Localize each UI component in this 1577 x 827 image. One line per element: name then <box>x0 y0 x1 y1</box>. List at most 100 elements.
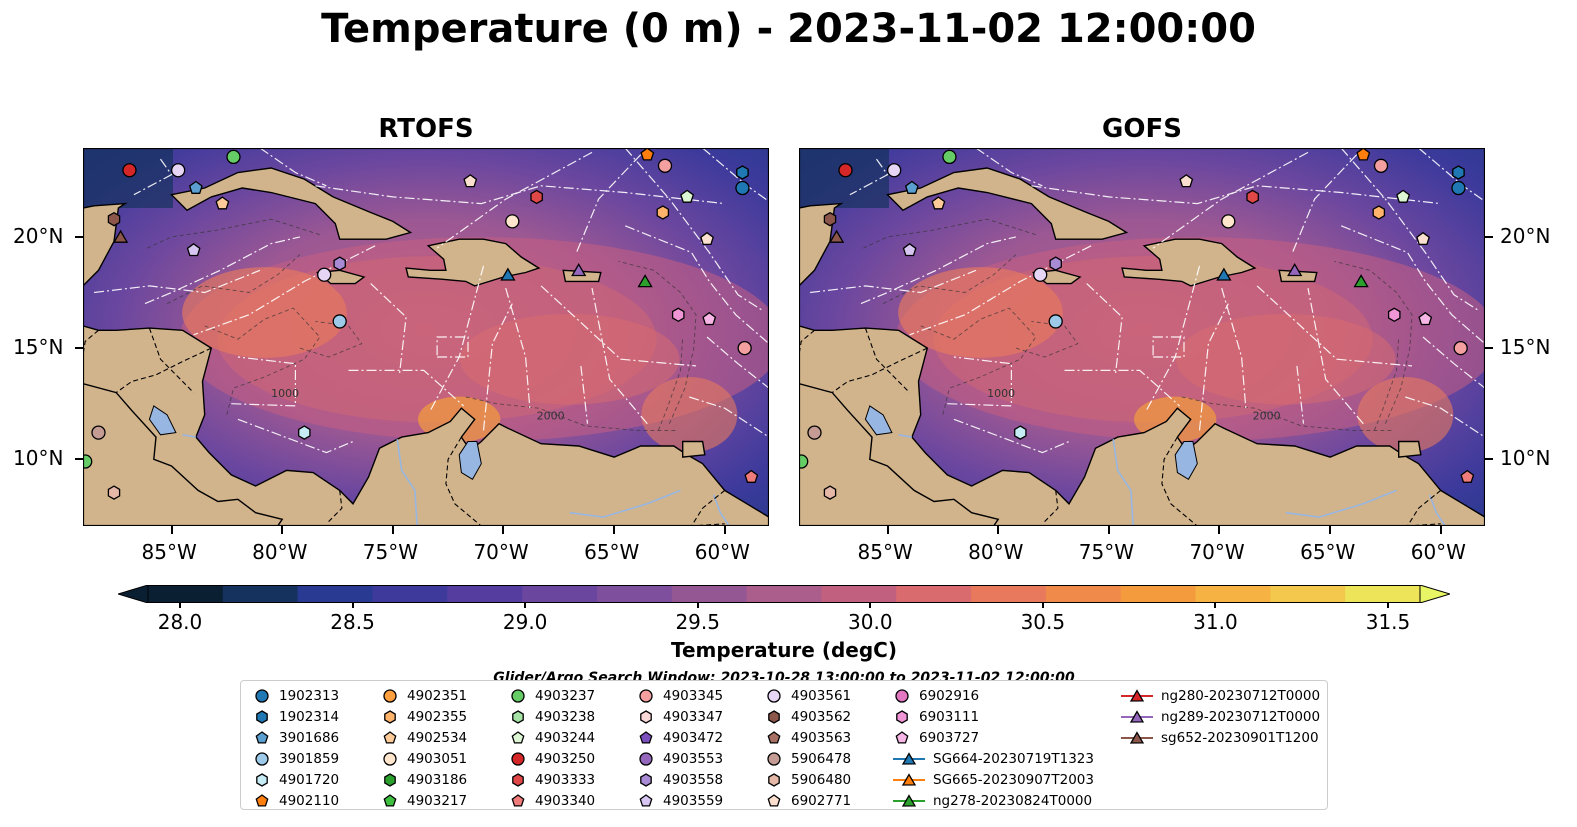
bathymetry-contour <box>920 307 1037 415</box>
eez-boundary <box>580 365 589 424</box>
eez-boundary <box>1145 265 1201 411</box>
lake <box>1174 441 1198 480</box>
legend-marker-shape <box>640 709 652 724</box>
legend-marker-shape <box>512 709 524 724</box>
river <box>1428 494 1446 526</box>
float-marker-1902313 <box>735 180 750 196</box>
legend-marker-icon <box>767 751 781 766</box>
legend-item: 4903186 <box>379 769 467 790</box>
bathymetry-contour <box>1181 396 1393 431</box>
land-mass <box>170 167 413 240</box>
legend-item: 4903561 <box>763 685 851 706</box>
legend-label: 1902313 <box>279 687 340 704</box>
legend-label: 4903558 <box>663 771 724 788</box>
float-marker-4902110 <box>1356 148 1371 161</box>
river <box>712 494 730 526</box>
legend-label: 4901720 <box>279 771 340 788</box>
float-marker-sg652-20230901T1200 <box>112 229 129 243</box>
legend-marker-shape <box>640 772 652 787</box>
legend-label: 4903340 <box>535 792 596 809</box>
x-tick-mark <box>502 526 505 534</box>
land-mass <box>682 440 706 458</box>
legend-label: 4902534 <box>407 729 468 746</box>
legend-label: 4903051 <box>407 750 468 767</box>
legend-label: 4902355 <box>407 708 468 725</box>
x-tick-mark <box>391 526 394 534</box>
float-marker-4902534 <box>215 196 230 210</box>
legend-label: 4903244 <box>535 729 596 746</box>
legend-label: 5906478 <box>791 750 852 767</box>
float-marker-ng289-20230712T0000 <box>1287 263 1303 277</box>
eez-boundary <box>1340 148 1479 311</box>
float-marker-4903340 <box>744 469 759 483</box>
x-tick-label: 65°W <box>1300 540 1356 564</box>
legend-marker-icon <box>768 772 780 787</box>
legend-marker-shape <box>384 709 396 724</box>
colorbar-tick-label: 28.0 <box>157 610 203 634</box>
figure-title: Temperature (0 m) - 2023-11-02 12:00:00 <box>321 6 1256 52</box>
legend-marker-icon <box>639 751 653 766</box>
legend-label: 6902771 <box>791 792 852 809</box>
map-frame <box>83 148 769 526</box>
legend-label: sg652-20230901T1200 <box>1161 729 1319 746</box>
legend-item: ng289-20230712T0000 <box>1119 706 1320 727</box>
legend-item: 4903340 <box>507 790 595 811</box>
legend-item: 4901720 <box>251 769 339 790</box>
legend-label: ng289-20230712T0000 <box>1161 708 1321 725</box>
legend-item: 4903347 <box>635 706 723 727</box>
legend-marker-icon <box>767 793 781 807</box>
float-marker-4903051 <box>505 214 520 229</box>
y-tick-label: 20°N <box>1500 223 1551 248</box>
legend-label: SG664-20230719T1323 <box>933 750 1094 767</box>
colorbar-tick-label: 29.0 <box>502 610 548 634</box>
colorbar-frame <box>147 585 1421 603</box>
land-mass <box>886 167 1129 240</box>
legend-item: 4903051 <box>379 748 467 769</box>
legend-marker-shape <box>511 730 525 744</box>
colorbar-tick <box>351 603 354 608</box>
bathymetry-contour <box>882 254 1017 305</box>
legend-item: 4903562 <box>763 706 851 727</box>
legend-label: 3901686 <box>279 729 340 746</box>
float-marker-4903237 <box>83 454 93 469</box>
legend-marker-shape <box>767 730 781 744</box>
legend-marker-icon <box>383 793 397 807</box>
bathymetry-contour <box>204 307 321 415</box>
legend-marker-icon <box>256 709 268 724</box>
legend-item: 4903559 <box>635 790 723 811</box>
legend-marker-icon <box>893 751 925 765</box>
float-marker-4903559 <box>186 242 201 257</box>
country-border <box>831 347 928 394</box>
legend-item: SG665-20230907T2003 <box>891 769 1094 790</box>
float-marker-4903561 <box>317 267 332 282</box>
legend-marker-icon <box>767 730 781 744</box>
eez-boundary <box>505 287 531 411</box>
legend-marker-shape <box>901 772 917 786</box>
float-marker-5906480 <box>823 485 837 500</box>
legend-marker-shape <box>383 730 397 744</box>
float-marker-ng289-20230712T0000 <box>571 263 587 277</box>
float-marker-4903562 <box>823 211 837 227</box>
legend-item: sg652-20230901T1200 <box>1119 727 1320 748</box>
legend-marker-shape <box>901 793 917 807</box>
bathymetry-contour <box>1334 260 1413 424</box>
legend-item: ng278-20230824T0000 <box>891 790 1094 811</box>
eez-boundary <box>1152 336 1185 358</box>
eez-boundary <box>1031 185 1441 205</box>
panel-title-rtofs: RTOFS <box>378 114 474 144</box>
legend-item: 4903553 <box>635 748 723 769</box>
legend-label: 4903238 <box>535 708 596 725</box>
x-tick-mark <box>1107 526 1110 534</box>
legend-marker-shape <box>767 793 781 807</box>
legend-column: 4903237 4903238 4903244 4903250 4903333 49033… <box>507 685 595 811</box>
float-marker-4903250 <box>838 163 853 178</box>
eez-boundary <box>1307 287 1364 425</box>
float-marker-6902771 <box>700 231 714 246</box>
eez-boundary <box>706 336 769 389</box>
legend-marker-shape <box>255 793 269 807</box>
legend-marker-shape <box>767 688 781 703</box>
colorbar-tick <box>869 603 872 608</box>
river <box>396 439 418 526</box>
legend-marker-shape <box>639 793 653 807</box>
legend-label: 3901859 <box>279 750 340 767</box>
